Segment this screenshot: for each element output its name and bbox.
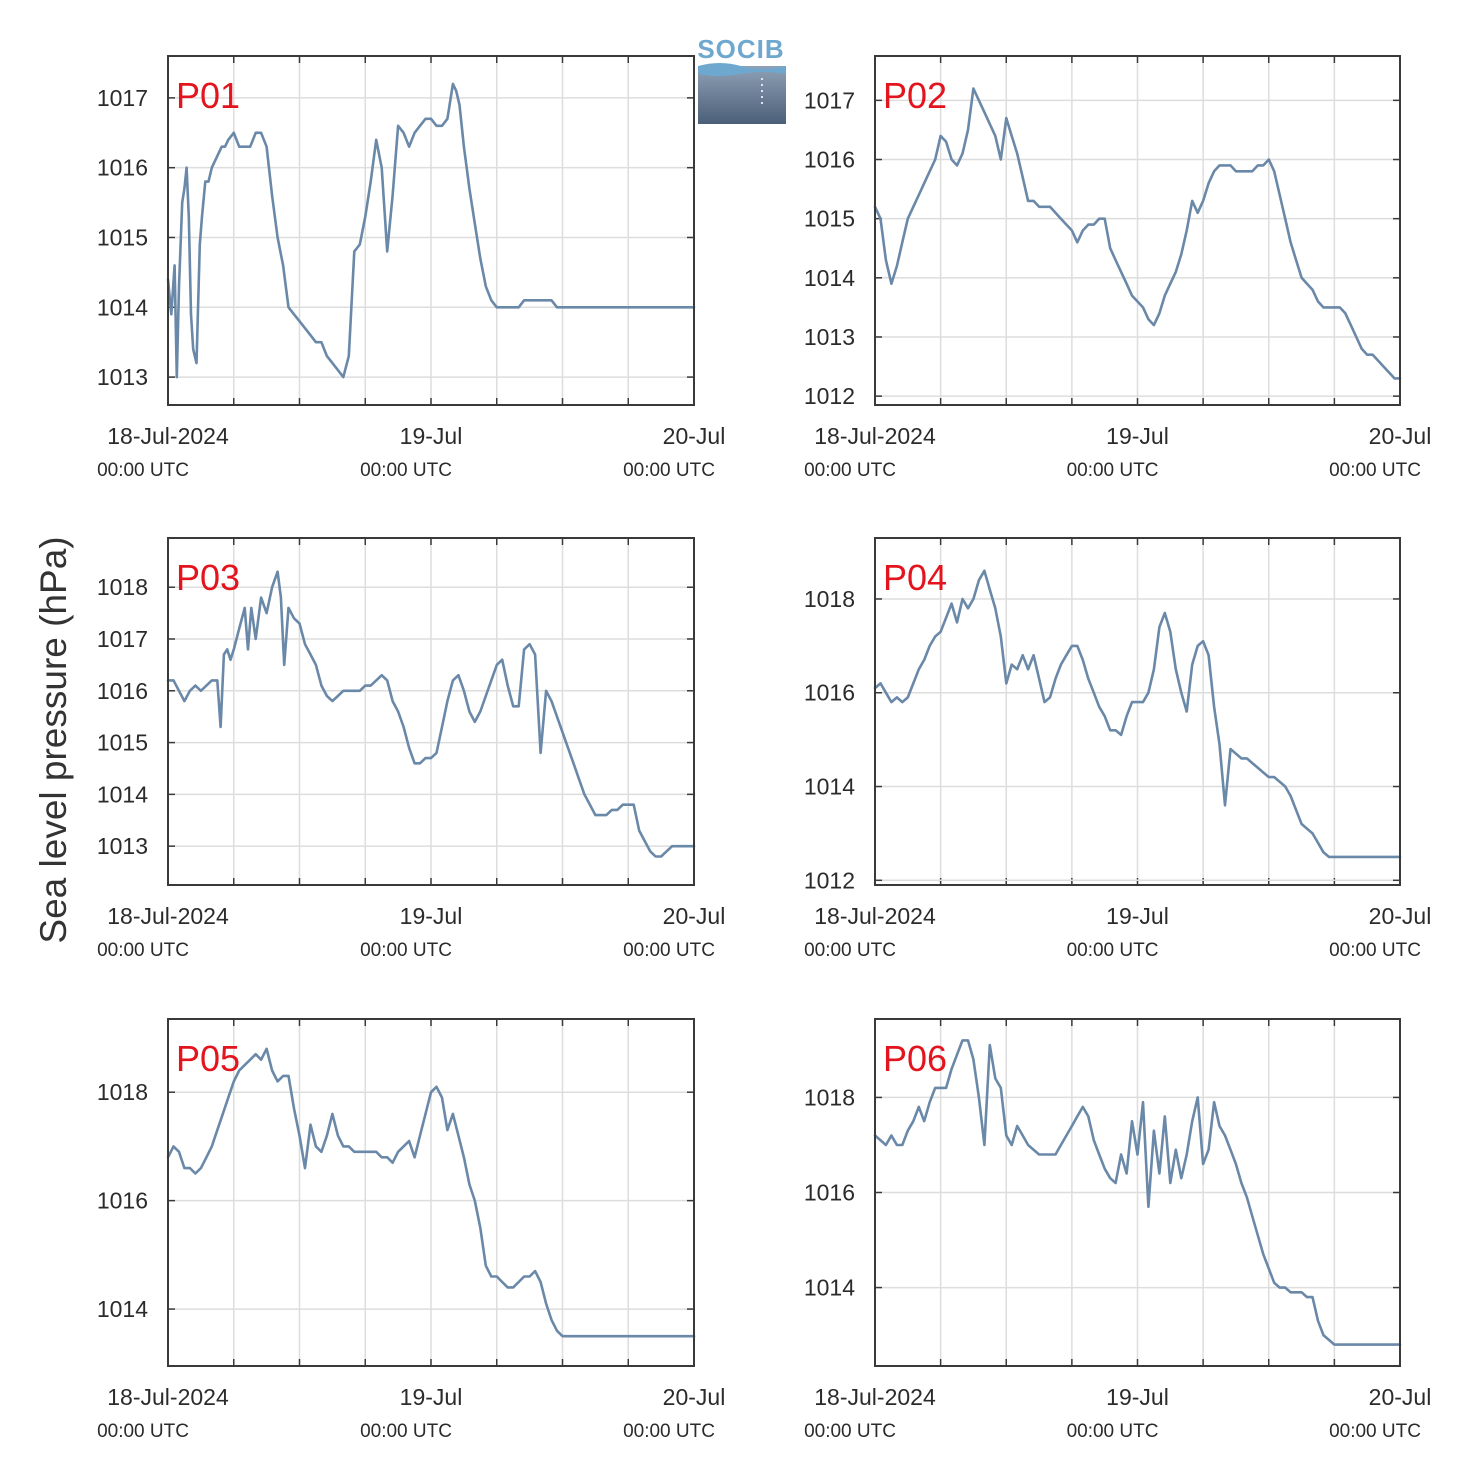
panel-title: P03 bbox=[176, 557, 240, 598]
panel-p01: 1013 1014 1015 1016 1017 P01 18-Jul-2024 00:00 … bbox=[97, 55, 726, 481]
x-tick-label: 18-Jul-2024 bbox=[814, 1384, 936, 1410]
y-tick-label: 1016 bbox=[804, 1180, 855, 1206]
x-tick-label: 19-Jul bbox=[1106, 423, 1169, 449]
x-tick-label: 20-Jul bbox=[1369, 903, 1432, 929]
socib-logo: SOCIB bbox=[697, 34, 786, 124]
y-tick-label: 1015 bbox=[804, 206, 855, 232]
x-tick-label: 18-Jul-2024 bbox=[107, 903, 229, 929]
y-tick-label: 1015 bbox=[97, 730, 148, 756]
y-tick-label: 1014 bbox=[804, 265, 855, 291]
x-tick-sublabel: 00:00 UTC bbox=[1067, 460, 1159, 481]
panel-p03: 1013 1014 1015 1016 1017 1018 P03 18-Jul-2024 00… bbox=[97, 537, 726, 961]
x-tick-label: 19-Jul bbox=[400, 423, 463, 449]
series-line-p06 bbox=[873, 1039, 1402, 1346]
y-tick-label: 1013 bbox=[97, 364, 148, 390]
y-tick-label: 1012 bbox=[804, 867, 855, 893]
series-line-p02 bbox=[873, 87, 1402, 380]
y-tick-label: 1016 bbox=[97, 678, 148, 704]
plot-frame bbox=[167, 55, 695, 406]
series-line-p04 bbox=[873, 569, 1402, 859]
series-line-p05 bbox=[166, 1047, 696, 1338]
x-tick-sublabel: 00:00 UTC bbox=[1329, 1421, 1421, 1442]
y-tick-label: 1013 bbox=[97, 833, 148, 859]
x-tick-label: 20-Jul bbox=[1369, 1384, 1432, 1410]
x-tick-label: 19-Jul bbox=[400, 1384, 463, 1410]
x-tick-sublabel: 00:00 UTC bbox=[804, 940, 896, 961]
y-tick-label: 1013 bbox=[804, 324, 855, 350]
x-tick-sublabel: 00:00 UTC bbox=[804, 460, 896, 481]
y-tick-label: 1016 bbox=[97, 155, 148, 181]
x-tick-sublabel: 00:00 UTC bbox=[1329, 460, 1421, 481]
panel-p06: 1014 1016 1018 P06 18-Jul-2024 00:00 UTC 19-Ju… bbox=[804, 1018, 1432, 1442]
x-tick-sublabel: 00:00 UTC bbox=[97, 1421, 189, 1442]
plot-frame bbox=[874, 537, 1401, 886]
y-axis-label: Sea level pressure (hPa) bbox=[33, 536, 74, 943]
x-tick-label: 19-Jul bbox=[400, 903, 463, 929]
panel-title: P01 bbox=[176, 75, 240, 116]
panel-title: P05 bbox=[176, 1038, 240, 1079]
x-tick-label: 20-Jul bbox=[663, 423, 726, 449]
x-tick-label: 19-Jul bbox=[1106, 903, 1169, 929]
panel-title: P02 bbox=[883, 75, 947, 116]
x-tick-sublabel: 00:00 UTC bbox=[1329, 940, 1421, 961]
y-tick-label: 1016 bbox=[804, 147, 855, 173]
x-tick-sublabel: 00:00 UTC bbox=[360, 460, 452, 481]
y-tick-label: 1018 bbox=[804, 1084, 855, 1110]
y-tick-label: 1012 bbox=[804, 383, 855, 409]
x-tick-sublabel: 00:00 UTC bbox=[623, 940, 715, 961]
panel-title: P04 bbox=[883, 557, 947, 598]
x-tick-sublabel: 00:00 UTC bbox=[97, 460, 189, 481]
y-tick-label: 1017 bbox=[97, 626, 148, 652]
x-tick-label: 18-Jul-2024 bbox=[107, 1384, 229, 1410]
y-tick-label: 1014 bbox=[97, 1296, 148, 1322]
plot-frame bbox=[167, 537, 695, 886]
y-tick-label: 1016 bbox=[97, 1188, 148, 1214]
logo-wave bbox=[698, 63, 786, 76]
x-tick-sublabel: 00:00 UTC bbox=[623, 460, 715, 481]
panel-title: P06 bbox=[883, 1038, 947, 1079]
y-tick-label: 1015 bbox=[97, 224, 148, 250]
x-tick-sublabel: 00:00 UTC bbox=[1067, 940, 1159, 961]
logo-text: SOCIB bbox=[697, 34, 784, 64]
plot-frame bbox=[874, 55, 1401, 406]
x-tick-sublabel: 00:00 UTC bbox=[97, 940, 189, 961]
panels: 1013 1014 1015 1016 1017 P01 18-Jul-2024 00:00 … bbox=[97, 55, 1432, 1442]
series-line-p01 bbox=[166, 82, 696, 379]
x-tick-label: 18-Jul-2024 bbox=[814, 423, 936, 449]
panel-p05: 1014 1016 1018 P05 18-Jul-2024 00:00 UTC 19-Ju… bbox=[97, 1018, 726, 1442]
y-tick-label: 1014 bbox=[804, 1275, 855, 1301]
x-tick-sublabel: 00:00 UTC bbox=[360, 940, 452, 961]
y-tick-label: 1017 bbox=[97, 85, 148, 111]
y-tick-label: 1014 bbox=[97, 294, 148, 320]
x-tick-sublabel: 00:00 UTC bbox=[804, 1421, 896, 1442]
panel-p04: 1012 1014 1016 1018 P04 18-Jul-2024 00:00 UTC 1… bbox=[804, 537, 1432, 961]
x-tick-sublabel: 00:00 UTC bbox=[623, 1421, 715, 1442]
x-tick-label: 20-Jul bbox=[663, 903, 726, 929]
x-tick-label: 19-Jul bbox=[1106, 1384, 1169, 1410]
x-tick-sublabel: 00:00 UTC bbox=[1067, 1421, 1159, 1442]
x-tick-sublabel: 00:00 UTC bbox=[360, 1421, 452, 1442]
panel-p02: 1012 1013 1014 1015 1016 1017 P02 18-Jul-2024 00… bbox=[804, 55, 1432, 481]
plot-frame bbox=[167, 1018, 695, 1367]
x-tick-label: 18-Jul-2024 bbox=[814, 903, 936, 929]
series-line-p03 bbox=[166, 570, 696, 858]
plot-frame bbox=[874, 1018, 1401, 1367]
y-tick-label: 1014 bbox=[97, 781, 148, 807]
x-tick-label: 20-Jul bbox=[663, 1384, 726, 1410]
y-tick-label: 1017 bbox=[804, 87, 855, 113]
x-tick-label: 18-Jul-2024 bbox=[107, 423, 229, 449]
y-tick-label: 1018 bbox=[97, 1079, 148, 1105]
y-tick-label: 1016 bbox=[804, 680, 855, 706]
y-tick-label: 1018 bbox=[97, 574, 148, 600]
x-tick-label: 20-Jul bbox=[1369, 423, 1432, 449]
y-tick-label: 1014 bbox=[804, 774, 855, 800]
y-tick-label: 1018 bbox=[804, 586, 855, 612]
